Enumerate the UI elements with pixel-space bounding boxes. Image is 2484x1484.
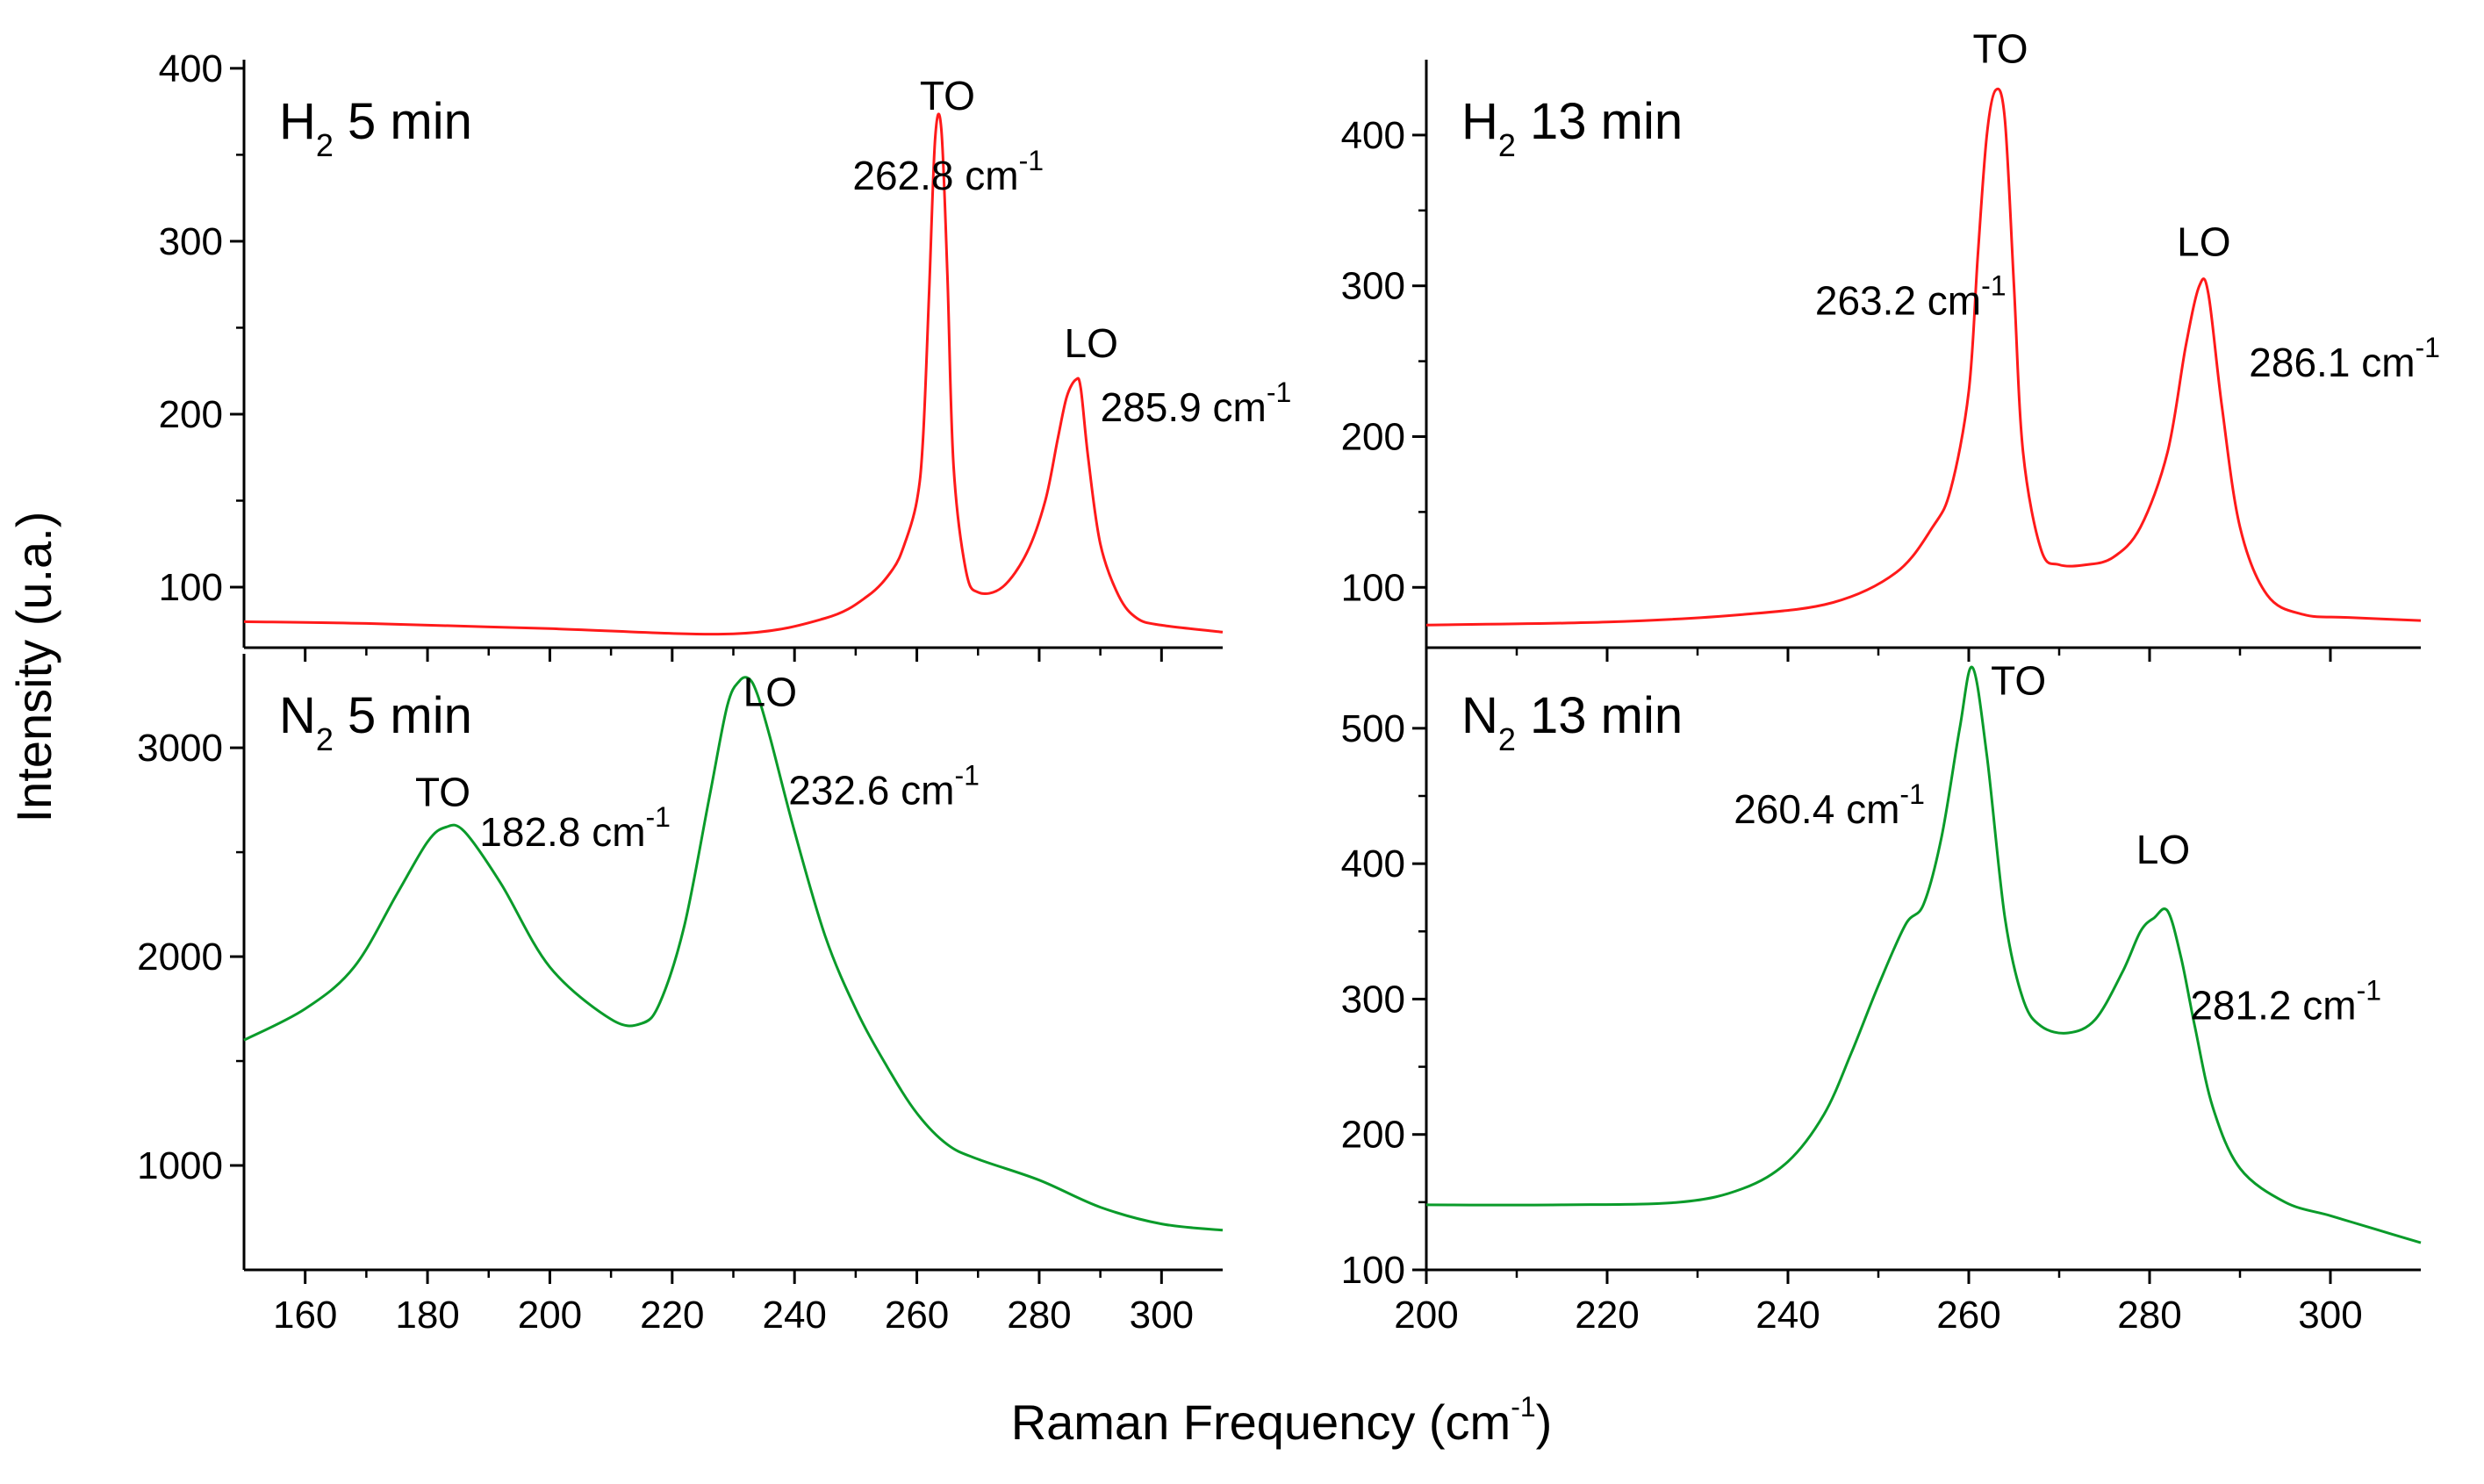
peak-frequency-label: 285.9 cm-1 [1101,376,1292,430]
panel-title: H2 13 min [1461,93,1683,163]
y-tick-label: 400 [1341,842,1405,885]
x-tick-label: 300 [2298,1294,2362,1337]
panel-title: H2 5 min [279,93,472,163]
x-tick-label: 220 [1575,1294,1639,1337]
x-tick-label: 200 [518,1294,582,1337]
x-tick-label: 160 [273,1294,337,1337]
x-tick-label: 260 [1936,1294,2000,1337]
y-tick-label: 300 [1341,978,1405,1021]
x-tick-label: 260 [885,1294,949,1337]
y-tick-label: 300 [1341,265,1405,308]
spectrum-line [243,676,1224,1232]
peak-frequency-label: 262.8 cm-1 [852,145,1044,198]
panel-h2-5min: 100 200 300 400 H2 5 min TO 262.8 cm-1 LO 285.9 … [159,47,1292,662]
peak-frequency-label: 281.2 cm-1 [2190,975,2381,1029]
peak-mode-label: TO [1973,25,2028,71]
panel-n2-5min: 1000 2000 3000 160 180 200 220 240 260 280 300 N2 5… [137,654,1224,1337]
peak-mode-label: LO [743,669,797,714]
x-tick-label: 180 [395,1294,459,1337]
spectrum-line [243,112,1224,636]
peak-mode-label: LO [2136,827,2190,872]
peak-frequency-label: 260.4 cm-1 [1734,778,1925,832]
panel-title: N2 13 min [1461,687,1683,757]
spectrum-line [1425,665,2422,1244]
x-tick-label: 280 [1007,1294,1071,1337]
y-tick-label: 200 [159,393,223,436]
panel-title: N2 5 min [279,687,472,757]
y-tick-label: 300 [159,220,223,263]
y-tick-label: 100 [1341,566,1405,609]
x-axis-title: Raman Frequency (cm-1) [1011,1391,1553,1450]
y-tick-label: 200 [1341,1114,1405,1157]
y-axis-title: Intensity (u.a.) [6,512,61,823]
y-tick-label: 2000 [137,936,223,979]
peak-frequency-label: 232.6 cm-1 [788,759,980,813]
y-tick-label: 100 [1341,1249,1405,1292]
peak-mode-label: LO [1064,320,1117,366]
x-tick-label: 240 [762,1294,826,1337]
peak-mode-label: TO [920,73,975,118]
peak-mode-label: TO [415,770,470,815]
x-axis-title-end: ) [1536,1394,1553,1450]
peak-mode-label: TO [1991,657,2046,703]
y-tick-label: 200 [1341,415,1405,458]
x-axis-title-sup: -1 [1511,1391,1535,1423]
peak-frequency-label: 286.1 cm-1 [2249,332,2440,385]
y-tick-label: 400 [159,47,223,90]
peak-frequency-label: 263.2 cm-1 [1815,269,2007,323]
x-axis-title-main: Raman Frequency (cm [1011,1394,1511,1450]
x-tick-label: 240 [1755,1294,1820,1337]
panel-h2-13min: 100 200 300 400 H2 13 min TO 263.2 cm-1 LO 286.1… [1341,25,2440,662]
y-tick-label: 100 [159,566,223,609]
peak-mode-label: LO [2177,219,2230,264]
peak-frequency-label: 182.8 cm-1 [479,801,671,855]
x-tick-label: 220 [640,1294,704,1337]
y-tick-label: 3000 [137,727,223,770]
spectrum-line [1425,87,2422,627]
x-tick-label: 200 [1394,1294,1458,1337]
y-tick-label: 400 [1341,114,1405,157]
y-tick-label: 500 [1341,707,1405,750]
y-tick-label: 1000 [137,1144,223,1187]
x-tick-label: 300 [1130,1294,1194,1337]
x-tick-label: 280 [2117,1294,2181,1337]
